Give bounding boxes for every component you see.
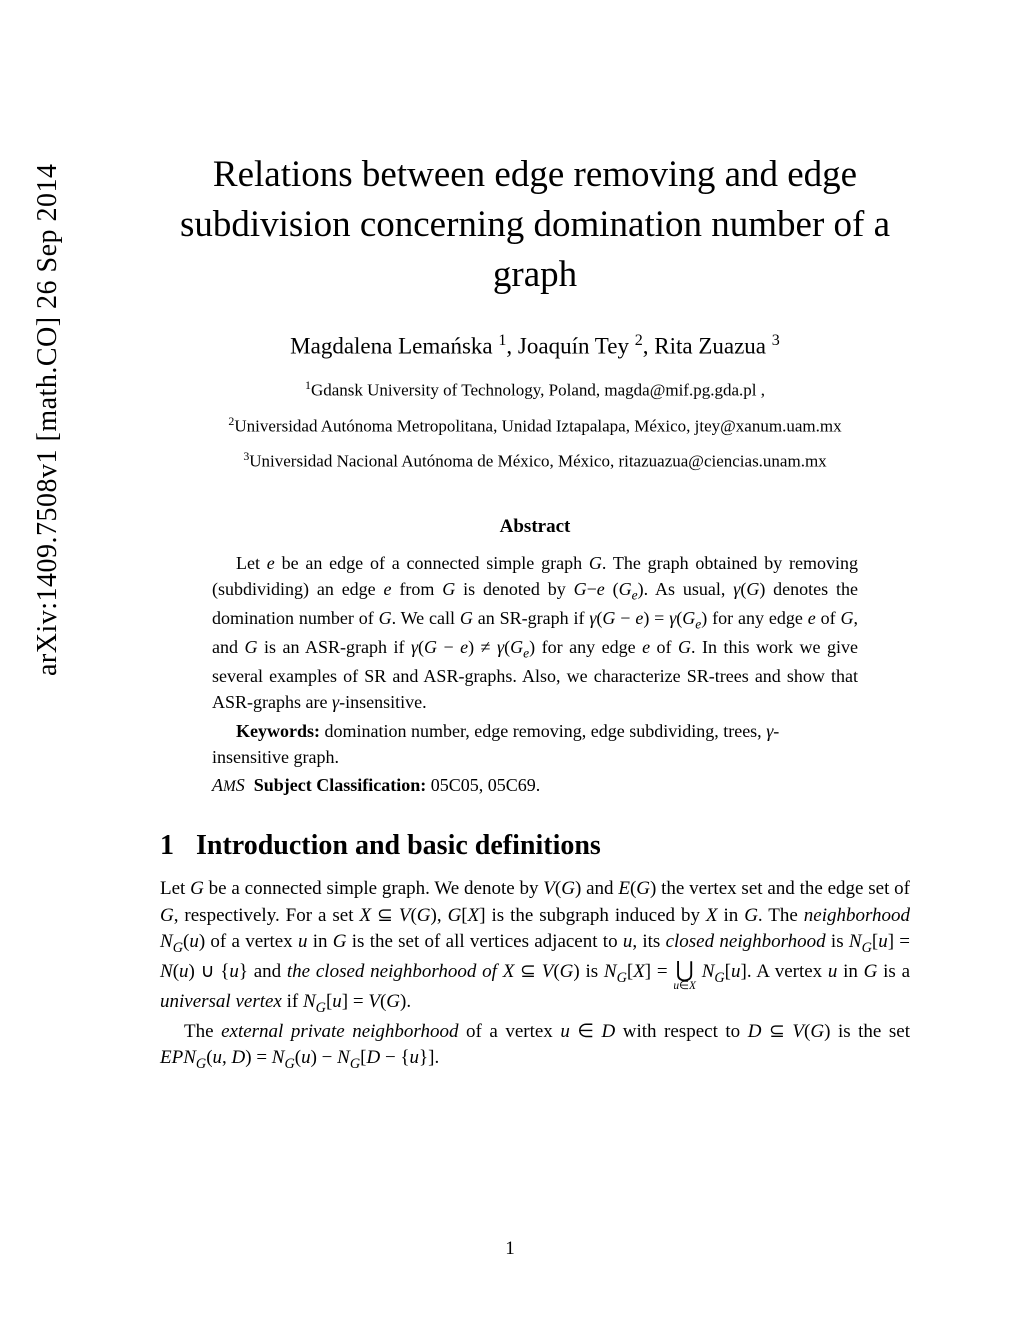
text: of xyxy=(816,608,841,628)
text: and xyxy=(248,961,287,982)
text: is denoted by xyxy=(455,579,573,599)
affil-2-text: Universidad Autónoma Metropolitana, Unid… xyxy=(234,417,841,436)
text: in xyxy=(837,961,863,982)
text: if xyxy=(282,991,303,1012)
body-p2: The external private neighborhood of a v… xyxy=(160,1019,910,1075)
text: with respect to xyxy=(615,1021,747,1042)
text: -insensitive. xyxy=(339,692,427,712)
text: Let xyxy=(236,553,267,573)
text: is a xyxy=(877,961,910,982)
text: is the set xyxy=(830,1021,910,1042)
text: from xyxy=(392,579,443,599)
abstract-body: Let e be an edge of a connected simple g… xyxy=(212,550,858,798)
text: of xyxy=(650,637,678,657)
text: for any edge xyxy=(707,608,807,628)
affiliation-2: 2Universidad Autónoma Metropolitana, Uni… xyxy=(160,413,910,438)
affiliation-1: 1Gdansk University of Technology, Poland… xyxy=(160,377,910,402)
text: , its xyxy=(632,931,665,952)
author-2: Joaquín Tey xyxy=(518,333,629,358)
text: is an ASR-graph if xyxy=(257,637,410,657)
affil-1-text: Gdansk University of Technology, Poland,… xyxy=(311,381,765,400)
term-universal-vertex: universal vertex xyxy=(160,991,282,1012)
ams-logo: AMS xyxy=(212,775,245,795)
ams-text: 05C05, 05C69. xyxy=(426,775,540,795)
paper-title: Relations between edge removing and edge… xyxy=(160,150,910,300)
abstract-p1: Let e be an edge of a connected simple g… xyxy=(212,550,858,716)
author-1: Magdalena Lemańska xyxy=(290,333,492,358)
section-1-heading: 1 Introduction and basic definitions xyxy=(160,830,910,862)
affiliation-3: 3Universidad Nacional Autónoma de México… xyxy=(160,448,910,473)
text: for any edge xyxy=(535,637,642,657)
title-line-2: subdivision concerning domination number… xyxy=(180,204,890,245)
affil-3-text: Universidad Nacional Autónoma de México,… xyxy=(249,452,826,471)
author-line: Magdalena Lemańska 1, Joaquín Tey 2, Rit… xyxy=(160,332,910,360)
author-3: Rita Zuazua xyxy=(654,333,766,358)
text: , xyxy=(437,905,448,926)
text: the vertex set and the edge set of xyxy=(656,878,910,899)
text: The xyxy=(184,1021,221,1042)
text: . xyxy=(435,1047,440,1068)
text: be a connected simple graph. We denote b… xyxy=(204,878,543,899)
text: in xyxy=(718,905,745,926)
text: . The xyxy=(758,905,804,926)
text: . xyxy=(406,991,411,1012)
page-number: 1 xyxy=(0,1238,1020,1260)
text: is xyxy=(580,961,604,982)
text: . A vertex xyxy=(747,961,828,982)
term-closed-neighborhood: closed neighborhood xyxy=(666,931,826,952)
text: of a vertex xyxy=(458,1021,560,1042)
text: be an edge of a connected simple graph xyxy=(275,553,589,573)
section-title: Introduction and basic definitions xyxy=(196,830,601,861)
section-number: 1 xyxy=(160,830,174,862)
text: Let xyxy=(160,878,190,899)
ams-label: Subject Classification: xyxy=(254,775,427,795)
section-1-body: Let G be a connected simple graph. We de… xyxy=(160,876,910,1075)
text: is the subgraph induced by xyxy=(486,905,706,926)
text: and xyxy=(581,878,618,899)
keywords-text: domination number, edge removing, edge s… xyxy=(320,721,766,741)
term-epn: external private neighborhood xyxy=(221,1021,458,1042)
author-1-sup: 1 xyxy=(498,332,506,349)
author-3-sup: 3 xyxy=(772,332,780,349)
body-p1: Let G be a connected simple graph. We de… xyxy=(160,876,910,1019)
text: . We call xyxy=(392,608,460,628)
author-2-sup: 2 xyxy=(635,332,643,349)
text: in xyxy=(307,931,332,952)
text: is xyxy=(826,931,849,952)
text: , respectively. For a set xyxy=(174,905,360,926)
keywords-label: Keywords: xyxy=(236,721,320,741)
arxiv-identifier: arXiv:1409.7508v1 [math.CO] 26 Sep 2014 xyxy=(32,163,64,676)
abstract-heading: Abstract xyxy=(160,516,910,538)
title-line-3: graph xyxy=(493,254,577,295)
text: of a vertex xyxy=(205,931,298,952)
text: is the set of all vertices adjacent to xyxy=(346,931,622,952)
term-neighborhood: neighborhood xyxy=(804,905,910,926)
title-line-1: Relations between edge removing and edge xyxy=(213,154,857,195)
text: an SR-graph if xyxy=(473,608,589,628)
abstract-keywords: Keywords: domination number, edge removi… xyxy=(212,718,858,770)
text: . As usual, xyxy=(644,579,734,599)
abstract-ams: AMS Subject Classification: 05C05, 05C69… xyxy=(212,772,858,798)
term-closed-neighborhood-set: the closed neighborhood of xyxy=(287,961,497,982)
page-content: Relations between edge removing and edge… xyxy=(160,0,910,1075)
